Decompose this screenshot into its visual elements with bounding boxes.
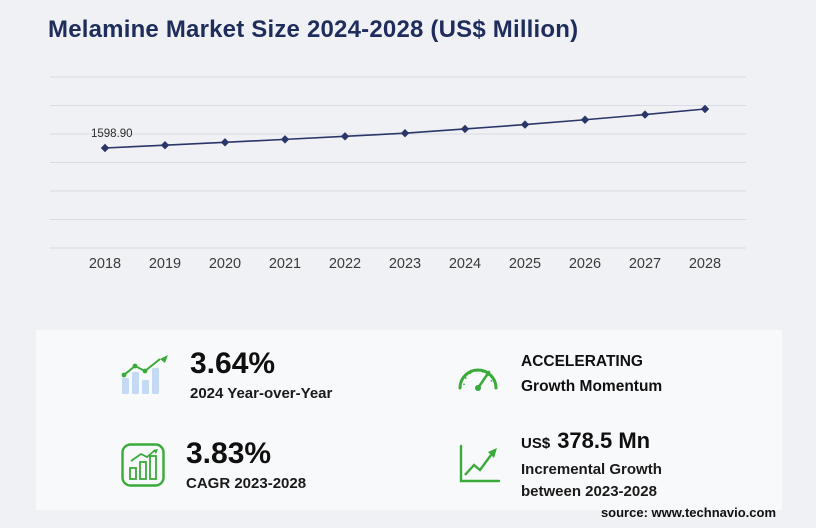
yoy-label: 2024 Year-over-Year xyxy=(190,384,333,402)
svg-text:2021: 2021 xyxy=(269,256,301,272)
cagr-bars-icon xyxy=(120,442,166,488)
yoy-stat: 3.64% 2024 Year-over-Year xyxy=(36,330,409,420)
market-size-line-chart: 2018 2019 2020 2021 2022 2023 2024 2025 2026 2027… xyxy=(50,76,746,272)
yoy-value: 3.64% xyxy=(190,347,276,381)
svg-text:2027: 2027 xyxy=(629,256,661,272)
source-text: source: www.technavio.com xyxy=(600,505,776,520)
svg-text:2022: 2022 xyxy=(329,256,361,272)
incremental-currency: US$ xyxy=(521,434,551,452)
incremental-value-row: US$ 378.5 Mn xyxy=(521,428,662,454)
svg-text:2018: 2018 xyxy=(89,256,121,272)
cagr-label: CAGR 2023-2028 xyxy=(186,474,307,492)
speedometer-icon xyxy=(455,357,501,393)
incremental-value: 378.5 Mn xyxy=(557,427,651,453)
svg-text:2024: 2024 xyxy=(449,256,481,272)
bar-chart-growth-icon xyxy=(120,354,170,396)
momentum-stat: ACCELERATING Growth Momentum xyxy=(409,330,782,420)
momentum-line1: ACCELERATING xyxy=(521,353,643,371)
momentum-line2: Growth Momentum xyxy=(521,378,663,395)
svg-text:2025: 2025 xyxy=(509,256,541,272)
cagr-stat: 3.83% CAGR 2023-2028 xyxy=(36,420,409,510)
svg-text:2023: 2023 xyxy=(389,256,421,272)
svg-text:1598.90: 1598.90 xyxy=(91,128,133,140)
stats-panel: 3.64% 2024 Year-over-Year ACCELERATING G… xyxy=(36,330,782,510)
svg-text:2028: 2028 xyxy=(689,256,721,272)
incremental-growth-stat: US$ 378.5 Mn Incremental Growth between … xyxy=(409,420,782,510)
cagr-value: 3.83% xyxy=(186,437,272,471)
growth-arrow-chart-icon xyxy=(455,444,501,486)
svg-text:2026: 2026 xyxy=(569,256,601,272)
page-title: Melamine Market Size 2024-2028 (US$ Mill… xyxy=(48,16,579,43)
svg-text:2020: 2020 xyxy=(209,256,241,272)
svg-text:2019: 2019 xyxy=(149,256,181,272)
incremental-label: Incremental Growth between 2023-2028 xyxy=(521,460,662,500)
